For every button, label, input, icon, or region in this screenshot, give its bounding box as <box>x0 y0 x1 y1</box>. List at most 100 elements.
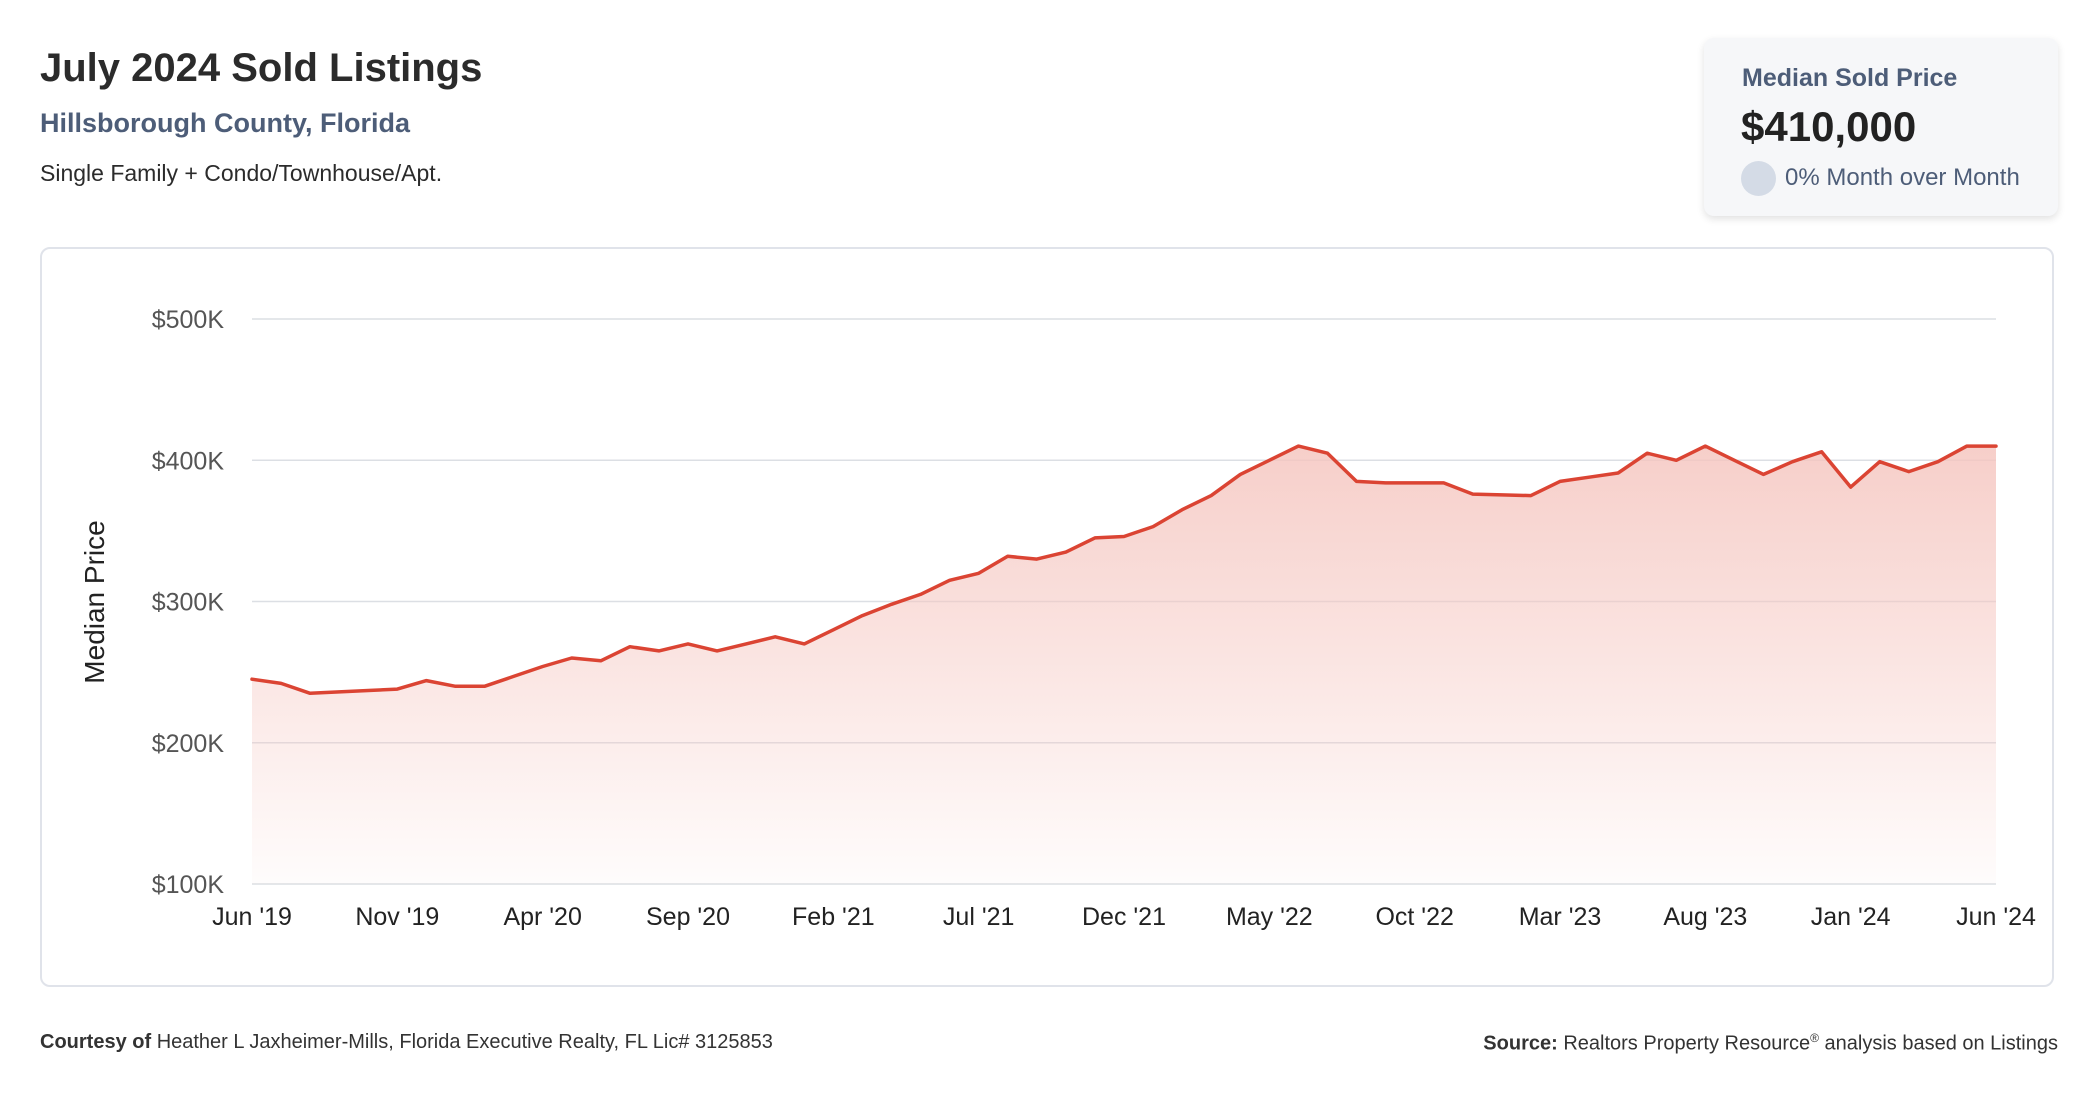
data-point <box>366 688 370 692</box>
x-tick-labels: Jun '19 Nov '19 Apr '20 Sep '20 Feb '21 Jul '… <box>212 903 2036 931</box>
x-tick-label: Jul '21 <box>943 903 1014 931</box>
data-point <box>1849 485 1853 489</box>
price-series-line <box>250 444 1998 696</box>
data-point <box>337 690 341 694</box>
x-tick-label: Aug '23 <box>1663 903 1747 931</box>
data-point <box>541 664 545 668</box>
data-point <box>1791 460 1795 464</box>
y-tick-label: $300K <box>152 589 225 617</box>
data-point <box>1994 444 1998 448</box>
data-point <box>395 687 399 691</box>
source-footer: Source: Realtors Property Resource® anal… <box>1483 1031 2058 1056</box>
data-point <box>1325 451 1329 455</box>
data-point <box>657 649 661 653</box>
data-point <box>686 642 690 646</box>
data-point <box>1209 494 1213 498</box>
data-point <box>1761 472 1765 476</box>
data-point <box>802 642 806 646</box>
data-point <box>1151 525 1155 529</box>
y-axis-label: Median Price <box>79 520 110 683</box>
data-point <box>919 592 923 596</box>
neutral-change-icon <box>1741 160 1776 196</box>
median-price-card: Median Sold Price $410,000 0% Month over… <box>1704 38 2058 216</box>
data-point <box>1907 470 1911 474</box>
x-tick-label: Oct '22 <box>1375 903 1453 931</box>
x-tick-label: Nov '19 <box>355 903 439 931</box>
data-point <box>1820 450 1824 454</box>
card-label: Median Sold Price <box>1742 64 1958 92</box>
data-point <box>1645 451 1649 455</box>
data-point <box>1093 536 1097 540</box>
y-tick-label: $400K <box>152 447 225 475</box>
price-area-fill <box>252 446 1996 884</box>
x-tick-label: Apr '20 <box>503 903 581 931</box>
data-point <box>1732 458 1736 462</box>
data-point <box>1587 475 1591 479</box>
data-point <box>308 691 312 695</box>
data-point <box>948 578 952 582</box>
x-tick-label: Jun '19 <box>212 903 292 931</box>
data-point <box>889 602 893 606</box>
data-point <box>1413 481 1417 485</box>
data-point <box>1180 508 1184 512</box>
data-point <box>1529 494 1533 498</box>
data-point <box>453 684 457 688</box>
page-title: July 2024 Sold Listings <box>40 46 483 90</box>
data-point <box>1064 550 1068 554</box>
x-tick-label: Sep '20 <box>646 903 730 931</box>
card-value: $410,000 <box>1741 103 1917 150</box>
data-point <box>250 677 254 681</box>
data-point <box>1500 493 1504 497</box>
property-type-description: Single Family + Condo/Townhouse/Apt. <box>40 160 443 186</box>
x-tick-label: Mar '23 <box>1519 903 1602 931</box>
data-point <box>1355 479 1359 483</box>
data-point <box>512 674 516 678</box>
data-point <box>1471 492 1475 496</box>
x-tick-label: Dec '21 <box>1082 903 1166 931</box>
median-price-chart: $500K $400K $300K $200K $100K Jun '19 Nov '19… <box>79 306 2036 931</box>
data-point <box>1878 460 1882 464</box>
x-tick-label: May '22 <box>1226 903 1313 931</box>
data-point <box>1238 472 1242 476</box>
data-point <box>599 659 603 663</box>
data-point <box>1616 471 1620 475</box>
data-point <box>483 684 487 688</box>
data-point <box>831 628 835 632</box>
data-point <box>1965 444 1969 448</box>
y-tick-label: $200K <box>152 730 225 758</box>
data-point <box>628 645 632 649</box>
source-text-2: analysis based on Listings <box>1824 1032 2058 1055</box>
registered-mark: ® <box>1810 1031 1819 1045</box>
data-point <box>1006 554 1010 558</box>
data-point <box>1936 460 1940 464</box>
data-point <box>977 571 981 575</box>
data-point <box>744 642 748 646</box>
data-point <box>424 679 428 683</box>
data-point <box>715 649 719 653</box>
data-point <box>1267 458 1271 462</box>
courtesy-text: Heather L Jaxheimer-Mills, Florida Execu… <box>156 1031 773 1053</box>
source-text-1: Realtors Property Resource <box>1563 1032 1811 1055</box>
data-point <box>570 656 574 660</box>
source-label: Source: <box>1483 1032 1558 1055</box>
location-subtitle: Hillsborough County, Florida <box>40 108 410 138</box>
courtesy-footer: Courtesy of Heather L Jaxheimer-Mills, F… <box>40 1031 773 1054</box>
data-point <box>1558 479 1562 483</box>
data-point <box>1703 444 1707 448</box>
y-tick-labels: $500K $400K $300K $200K $100K <box>152 306 225 899</box>
data-point <box>860 614 864 618</box>
x-tick-label: Jun '24 <box>1956 903 2036 931</box>
y-tick-label: $500K <box>152 306 225 334</box>
data-point <box>1674 458 1678 462</box>
data-point <box>279 681 283 685</box>
chart-container: $500K $400K $300K $200K $100K Jun '19 Nov '19… <box>40 247 2054 987</box>
data-point <box>1296 444 1300 448</box>
x-tick-label: Jan '24 <box>1811 903 1891 931</box>
x-tick-label: Feb '21 <box>792 903 875 931</box>
card-change-text: 0% Month over Month <box>1785 164 2020 191</box>
data-point <box>1442 481 1446 485</box>
data-point <box>1035 557 1039 561</box>
data-point <box>1384 481 1388 485</box>
data-point <box>1122 535 1126 539</box>
card-change: 0% Month over Month <box>1741 160 2020 196</box>
